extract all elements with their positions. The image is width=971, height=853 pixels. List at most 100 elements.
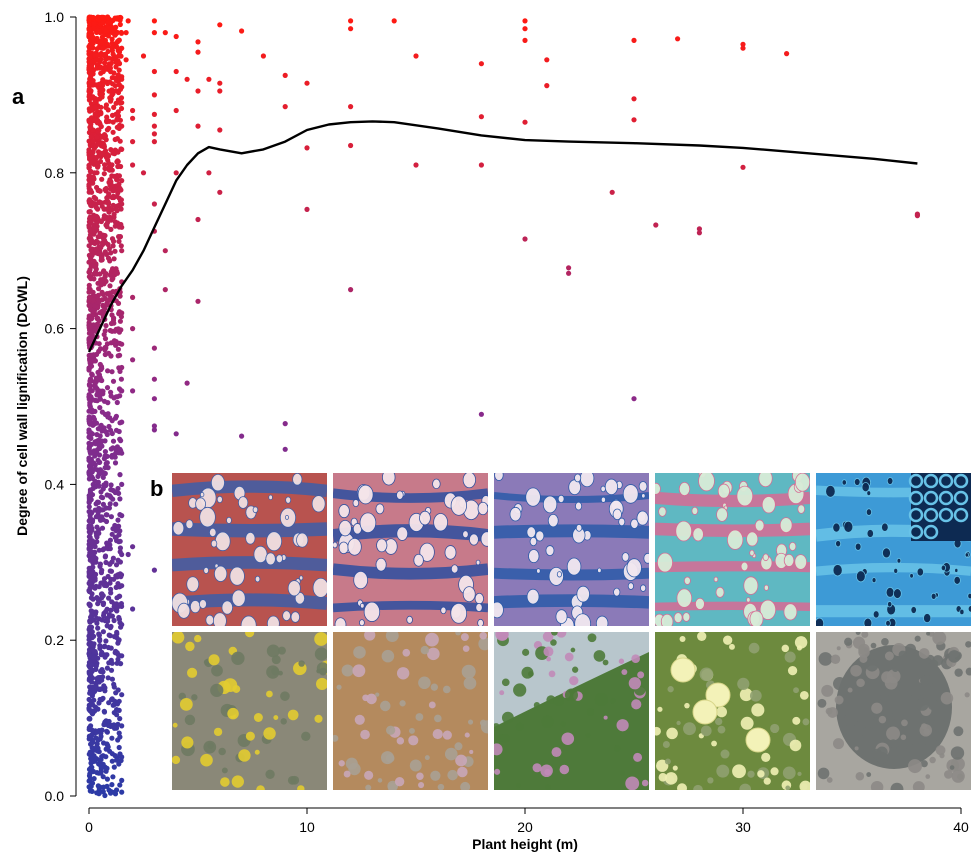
foliage-blob [679,636,686,643]
data-point [117,545,123,551]
data-point [304,80,310,86]
data-point [97,643,103,649]
data-point [478,61,484,67]
data-point [88,220,94,226]
cell [275,554,284,564]
foliage-blob [444,747,458,761]
tissue-band [655,561,810,573]
foliage-blob [737,677,750,691]
data-point [260,53,266,59]
foliage-blob [749,689,762,702]
data-point [118,574,124,580]
foliage-blob [556,632,567,638]
foliage-blob [855,771,865,781]
data-point [104,431,110,438]
data-point [108,514,114,520]
data-point [111,576,117,582]
data-point [98,390,104,396]
data-point [102,336,109,342]
data-point [102,66,108,72]
data-point [102,238,108,244]
cell [794,473,810,492]
foliage-blob [399,700,406,707]
foliage-blob [826,777,833,783]
data-point [97,96,103,102]
cell [189,600,201,614]
data-point [89,662,95,668]
data-point [110,275,116,282]
foliage-blob [364,770,374,780]
data-point [114,208,120,214]
data-point [87,378,93,384]
foliage-blob [254,749,260,755]
cell [641,493,646,499]
foliage-blob [430,770,441,781]
foliage-blob [333,734,339,742]
cell [881,522,889,532]
data-point [87,59,93,65]
data-point [173,33,179,40]
data-point [348,104,354,110]
cell [754,519,765,532]
data-point [96,530,102,536]
foliage-blob [420,645,430,655]
data-point [98,92,104,98]
data-point [151,111,157,117]
data-point [119,224,125,230]
data-point [111,725,118,731]
cell [186,576,200,593]
cell [216,495,223,504]
foliage-blob [467,719,474,725]
tissue-band [333,524,488,543]
data-point [88,756,94,762]
y-tick-label: 0.2 [45,632,65,648]
data-point [94,620,100,626]
cell [494,473,504,481]
data-point [90,174,96,180]
foliage-blob [457,766,468,778]
data-point [109,599,115,605]
foliage-blob [500,733,510,743]
data-point [195,39,201,45]
data-point [282,72,288,78]
foliage-blob [920,675,930,686]
data-point [109,782,115,788]
data-point [522,119,528,125]
data-point [99,15,105,21]
cell [177,602,191,619]
foliage-blob [434,714,442,723]
foliage-blob [301,731,311,741]
data-point [111,238,117,244]
data-point [102,233,108,239]
data-point [107,546,113,552]
flower [670,657,696,683]
foliage-blob [830,654,841,665]
foliage-blob [338,760,345,767]
foliage-blob [415,713,424,721]
inset-cell [923,473,939,489]
data-point [92,98,99,105]
cell [716,507,728,522]
data-point [96,632,102,638]
foliage-blob [396,737,405,745]
cell [376,538,388,553]
foliage-blob [906,690,913,697]
data-point [96,700,102,706]
foliage-blob [462,645,470,652]
data-point [151,376,157,382]
foliage-blob [793,687,799,694]
data-point [100,517,106,523]
foliage-blob [763,777,771,785]
data-point [609,189,615,195]
data-point [101,644,107,650]
data-point [102,654,108,660]
data-point [110,243,116,249]
data-point [94,184,100,191]
foliage-blob [314,632,327,646]
data-point [90,297,96,303]
data-point [86,637,92,643]
data-point [89,679,95,685]
cell [509,506,522,522]
cell [576,585,590,603]
data-point [86,418,92,424]
